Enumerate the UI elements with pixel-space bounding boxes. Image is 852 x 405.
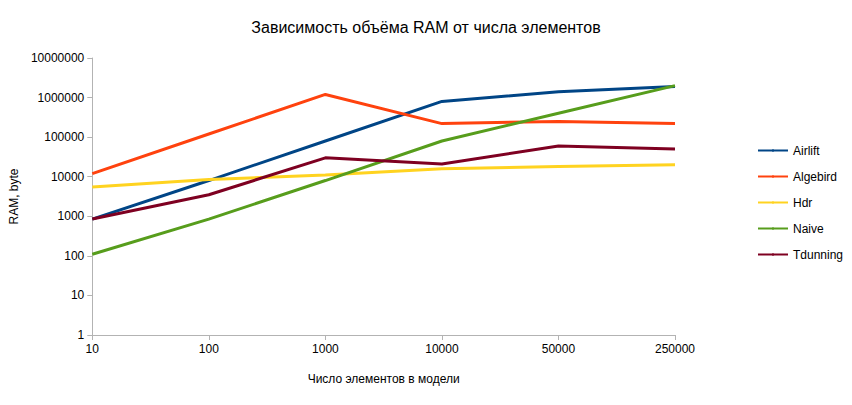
svg-text:Airlift: Airlift	[793, 144, 820, 158]
svg-text:RAM, byte: RAM, byte	[7, 168, 21, 224]
svg-text:Naive: Naive	[793, 222, 824, 236]
svg-text:10000: 10000	[51, 170, 85, 184]
svg-text:Число элементов в модели: Число элементов в модели	[308, 372, 460, 386]
svg-text:1000: 1000	[312, 342, 339, 356]
svg-text:10000: 10000	[425, 342, 459, 356]
svg-text:Hdr: Hdr	[793, 196, 812, 210]
svg-text:Algebird: Algebird	[793, 170, 837, 184]
svg-text:10: 10	[86, 342, 100, 356]
svg-text:100000: 100000	[44, 130, 84, 144]
svg-text:250000: 250000	[655, 342, 695, 356]
svg-text:1000: 1000	[58, 209, 85, 223]
svg-text:1000000: 1000000	[38, 91, 85, 105]
svg-text:Tdunning: Tdunning	[793, 248, 843, 262]
svg-text:10: 10	[71, 288, 85, 302]
svg-text:100: 100	[64, 249, 84, 263]
svg-text:50000: 50000	[542, 342, 576, 356]
svg-text:1: 1	[78, 328, 85, 342]
svg-text:10000000: 10000000	[31, 51, 85, 65]
svg-text:Зависимость объёма RAM от числ: Зависимость объёма RAM от числа элементо…	[251, 19, 600, 36]
svg-text:100: 100	[199, 342, 219, 356]
